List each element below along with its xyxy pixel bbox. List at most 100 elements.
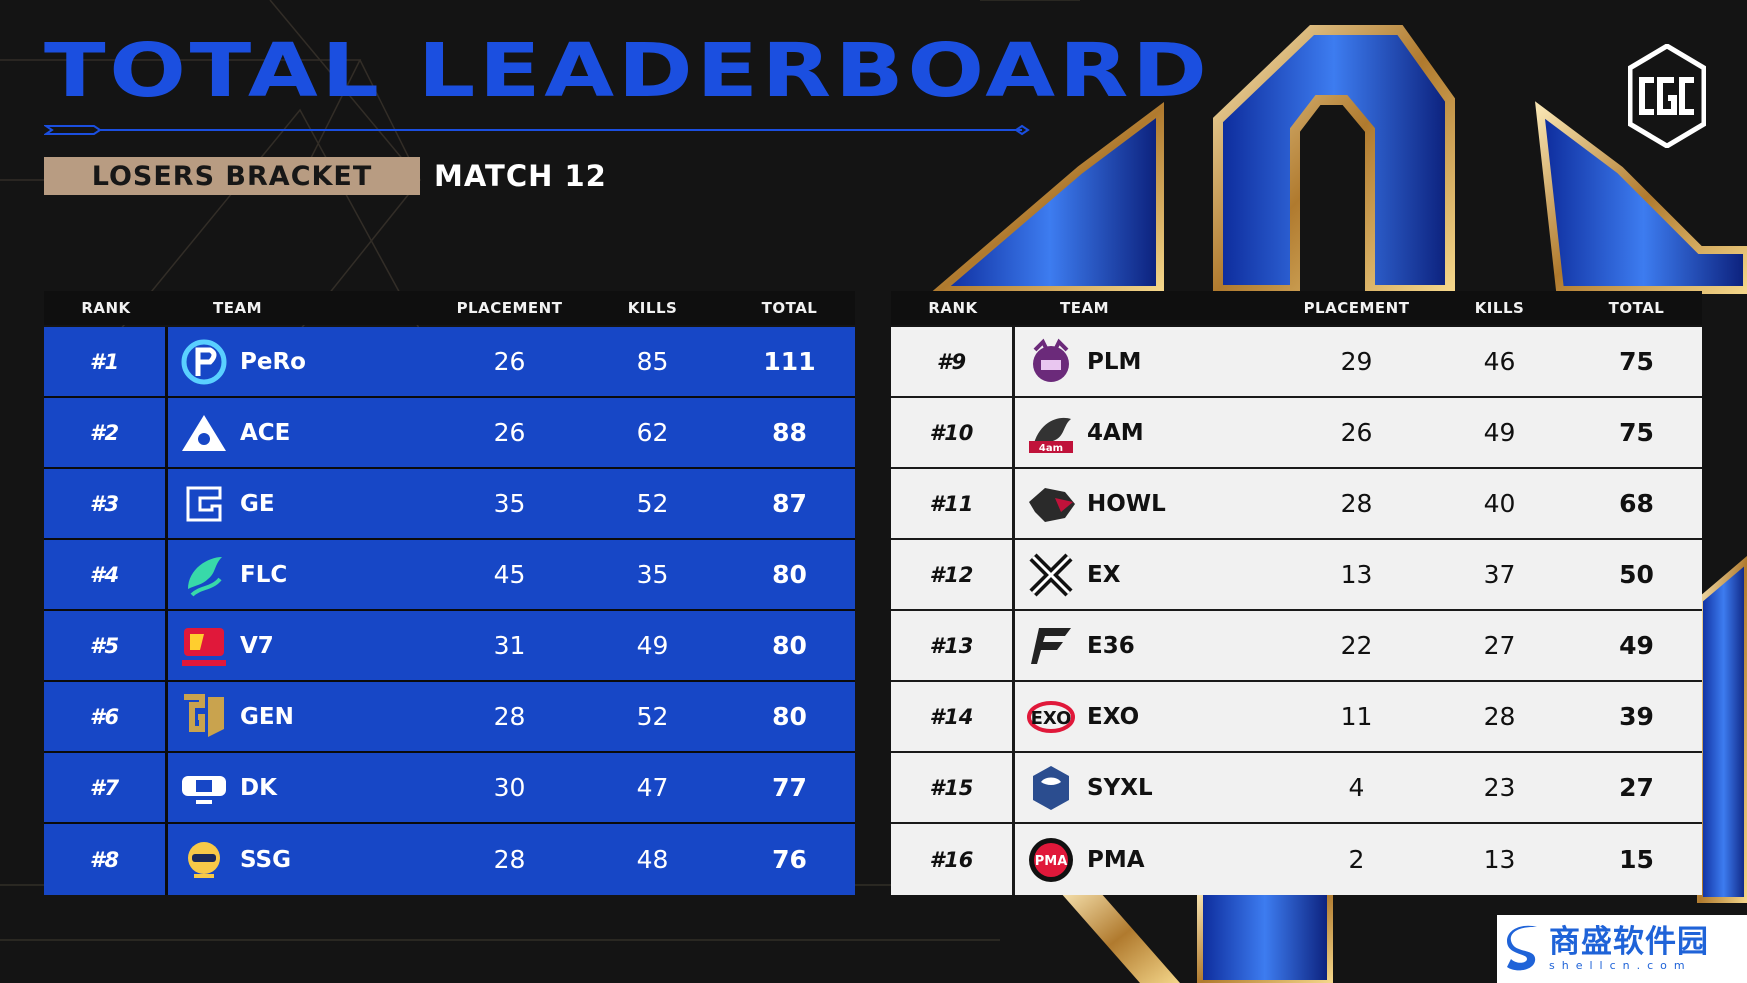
kills-cell: 23	[1483, 773, 1516, 802]
e36-logo-icon	[1031, 627, 1071, 664]
site-watermark: 商盛软件园 shellcn.com	[1497, 915, 1747, 983]
dk-logo-icon	[182, 775, 226, 804]
ex-logo-icon	[1029, 552, 1073, 597]
team-cell: PMA PMA	[1015, 824, 1285, 895]
header-team: TEAM	[1060, 299, 1110, 317]
team-cell: PeRo	[168, 327, 438, 396]
gen-logo-icon	[184, 693, 224, 737]
kills-cell: 48	[636, 845, 669, 874]
header-rank: RANK	[928, 299, 978, 317]
total-cell: 80	[772, 702, 807, 731]
leaderboard-left: RANK TEAM PLACEMENT KILLS TOTAL #1 PeRo …	[44, 291, 855, 895]
rank-cell: #16	[891, 824, 1015, 895]
placement-cell: 13	[1340, 560, 1373, 589]
kills-cell: 85	[636, 347, 669, 376]
ace-logo-icon	[182, 414, 226, 451]
total-cell: 111	[763, 347, 816, 376]
header-total: TOTAL	[761, 299, 818, 317]
team-cell: GE	[168, 469, 438, 538]
table-row: #5 V7 31 49 80	[44, 611, 855, 682]
placement-cell: 28	[493, 702, 526, 731]
watermark-url: shellcn.com	[1549, 958, 1692, 972]
placement-cell: 11	[1340, 702, 1373, 731]
team-name: E36	[1087, 632, 1135, 659]
cgc-logo	[1628, 44, 1706, 148]
table-row: #4 FLC 45 35 80	[44, 540, 855, 611]
kills-cell: 62	[636, 418, 669, 447]
rank-cell: #3	[44, 469, 168, 538]
table-body: #9 PLM 29 46 75 #10 4am 4AM 26 49 75 #11 …	[891, 327, 1702, 895]
syxl-logo-icon	[1033, 765, 1069, 810]
placement-cell: 45	[493, 560, 526, 589]
placement-cell: 29	[1340, 347, 1373, 376]
rank-cell: #15	[891, 753, 1015, 822]
exo-logo-icon: EXO	[1027, 700, 1075, 733]
table-row: #16 PMA PMA 2 13 15	[891, 824, 1702, 895]
watermark-logo-icon	[1507, 925, 1537, 971]
rank-cell: #8	[44, 824, 168, 895]
rank-cell: #11	[891, 469, 1015, 538]
table-row: #15 SYXL 4 23 27	[891, 753, 1702, 824]
kills-cell: 52	[636, 489, 669, 518]
rank-cell: #13	[891, 611, 1015, 680]
total-cell: 75	[1619, 418, 1654, 447]
table-row: #13 E36 22 27 49	[891, 611, 1702, 682]
rank-cell: #5	[44, 611, 168, 680]
placement-cell: 26	[493, 347, 526, 376]
header-kills: KILLS	[1474, 299, 1525, 317]
rank-cell: #4	[44, 540, 168, 609]
kills-cell: 37	[1483, 560, 1516, 589]
table-body: #1 PeRo 26 85 111 #2 ACE 26 62 88 #3 GE …	[44, 327, 855, 895]
kills-cell: 28	[1483, 702, 1516, 731]
watermark-name: 商盛软件园	[1549, 924, 1709, 961]
leaderboard-right: RANK TEAM PLACEMENT KILLS TOTAL #9 PLM 2…	[891, 291, 1702, 895]
placement-cell: 4	[1348, 773, 1365, 802]
table-row: #1 PeRo 26 85 111	[44, 327, 855, 398]
ssg-logo-icon	[188, 841, 220, 878]
team-name: DK	[240, 774, 277, 801]
placement-cell: 35	[493, 489, 526, 518]
rank-cell: #14	[891, 682, 1015, 751]
header-kills: KILLS	[627, 299, 678, 317]
kills-cell: 27	[1483, 631, 1516, 660]
total-cell: 77	[772, 773, 807, 802]
team-cell: EX	[1015, 540, 1285, 609]
team-name: FLC	[240, 561, 288, 588]
team-name: PLM	[1087, 348, 1142, 375]
total-cell: 88	[772, 418, 807, 447]
header-total: TOTAL	[1608, 299, 1665, 317]
total-cell: 27	[1619, 773, 1654, 802]
table-row: #14 EXO EXO 11 28 39	[891, 682, 1702, 753]
team-name: HOWL	[1087, 490, 1166, 517]
placement-cell: 22	[1340, 631, 1373, 660]
total-cell: 80	[772, 631, 807, 660]
team-cell: PLM	[1015, 327, 1285, 396]
table-row: #6 GEN 28 52 80	[44, 682, 855, 753]
placement-cell: 30	[493, 773, 526, 802]
team-cell: DK	[168, 753, 438, 822]
header-placement: PLACEMENT	[456, 299, 563, 317]
table-row: #2 ACE 26 62 88	[44, 398, 855, 469]
team-name: SYXL	[1087, 774, 1153, 801]
total-cell: 50	[1619, 560, 1654, 589]
team-cell: 4am 4AM	[1015, 398, 1285, 467]
ge-logo-icon	[186, 486, 222, 521]
team-cell: EXO EXO	[1015, 682, 1285, 751]
team-cell: V7	[168, 611, 438, 680]
team-cell: SYXL	[1015, 753, 1285, 822]
svg-text:4am: 4am	[1039, 443, 1063, 454]
table-row: #9 PLM 29 46 75	[891, 327, 1702, 398]
team-cell: ACE	[168, 398, 438, 467]
total-cell: 15	[1619, 845, 1654, 874]
team-cell: E36	[1015, 611, 1285, 680]
team-cell: HOWL	[1015, 469, 1285, 538]
table-header: RANK TEAM PLACEMENT KILLS TOTAL	[891, 291, 1702, 325]
kills-cell: 47	[636, 773, 669, 802]
table-row: #8 SSG 28 48 76	[44, 824, 855, 895]
kills-cell: 35	[636, 560, 669, 589]
team-name: EX	[1087, 561, 1121, 588]
kills-cell: 40	[1483, 489, 1516, 518]
placement-cell: 31	[493, 631, 526, 660]
team-name: V7	[240, 632, 274, 659]
header-rank: RANK	[81, 299, 131, 317]
